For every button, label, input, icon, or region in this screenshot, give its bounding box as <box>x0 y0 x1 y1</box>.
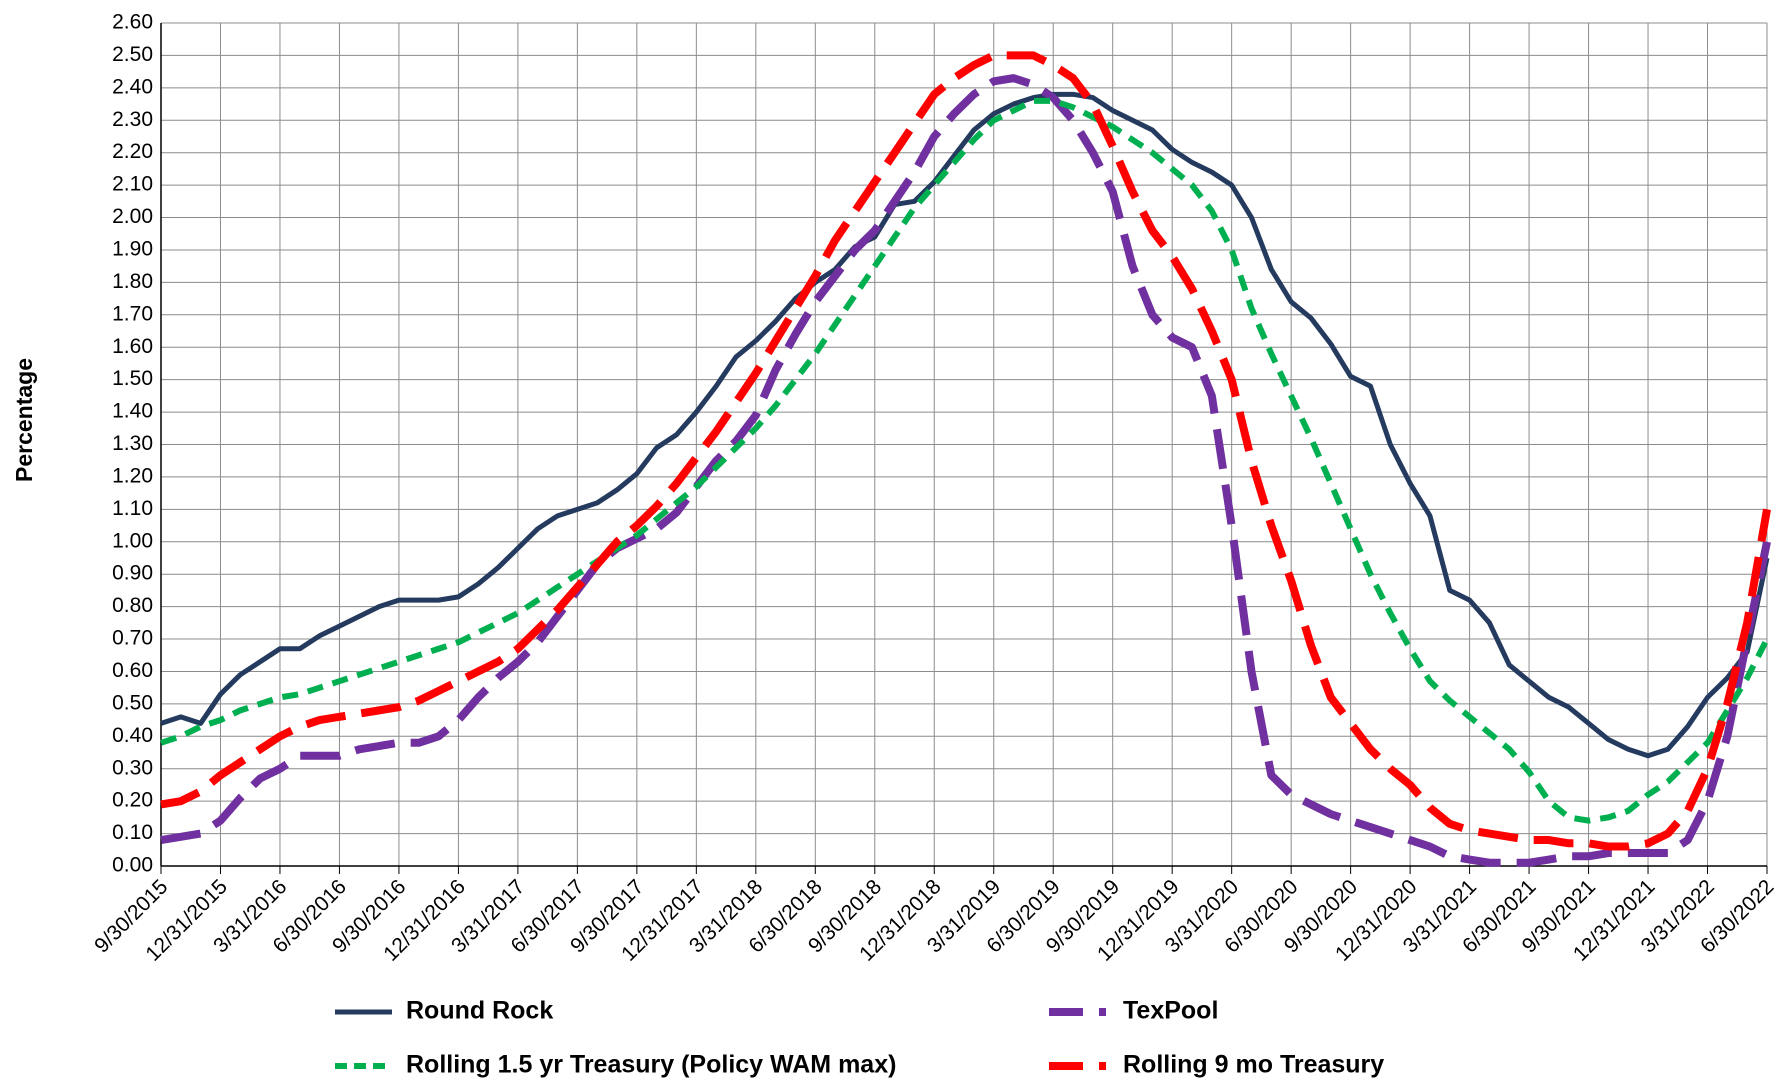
y-tick-label: 1.60 <box>112 335 153 358</box>
series-line <box>160 91 1770 759</box>
series-line <box>160 51 1771 851</box>
y-tick-label: 0.60 <box>112 659 153 682</box>
y-tick-label: 0.40 <box>112 724 153 747</box>
y-tick-label: 0.20 <box>112 789 153 812</box>
y-tick-label: 1.00 <box>112 529 153 552</box>
y-tick-label: 2.00 <box>112 205 153 228</box>
y-tick-label: 1.90 <box>112 238 153 261</box>
series-line <box>160 74 1771 867</box>
y-tick-label: 0.90 <box>112 562 153 585</box>
y-tick-label: 2.20 <box>112 140 153 163</box>
y-tick-label: 1.20 <box>112 464 153 487</box>
y-tick-label: 1.10 <box>112 497 153 520</box>
y-tick-label: 2.30 <box>112 108 153 131</box>
y-tick-label: 1.50 <box>112 367 153 390</box>
y-tick-label: 0.10 <box>112 821 153 844</box>
y-tick-label: 2.60 <box>112 11 153 34</box>
y-tick-label: 0.00 <box>112 854 153 877</box>
legend-label: TexPool <box>1123 997 1218 1025</box>
y-tick-label: 1.70 <box>112 302 153 325</box>
y-tick-label: 1.80 <box>112 270 153 293</box>
y-tick-label: 0.30 <box>112 756 153 779</box>
series-line <box>160 97 1770 824</box>
y-tick-label: 1.40 <box>112 400 153 423</box>
legend-label: Rolling 9 mo Treasury <box>1123 1051 1384 1079</box>
y-tick-label: 0.70 <box>112 627 153 650</box>
legend-label: Round Rock <box>406 997 553 1025</box>
y-tick-label: 2.40 <box>112 75 153 98</box>
y-tick-label: 1.30 <box>112 432 153 455</box>
y-tick-label: 0.80 <box>112 594 153 617</box>
y-tick-label: 2.10 <box>112 173 153 196</box>
y-axis-title: Percentage <box>11 358 37 482</box>
y-tick-label: 0.50 <box>112 691 153 714</box>
legend-label: Rolling 1.5 yr Treasury (Policy WAM max) <box>406 1051 896 1079</box>
y-tick-label: 2.50 <box>112 43 153 66</box>
